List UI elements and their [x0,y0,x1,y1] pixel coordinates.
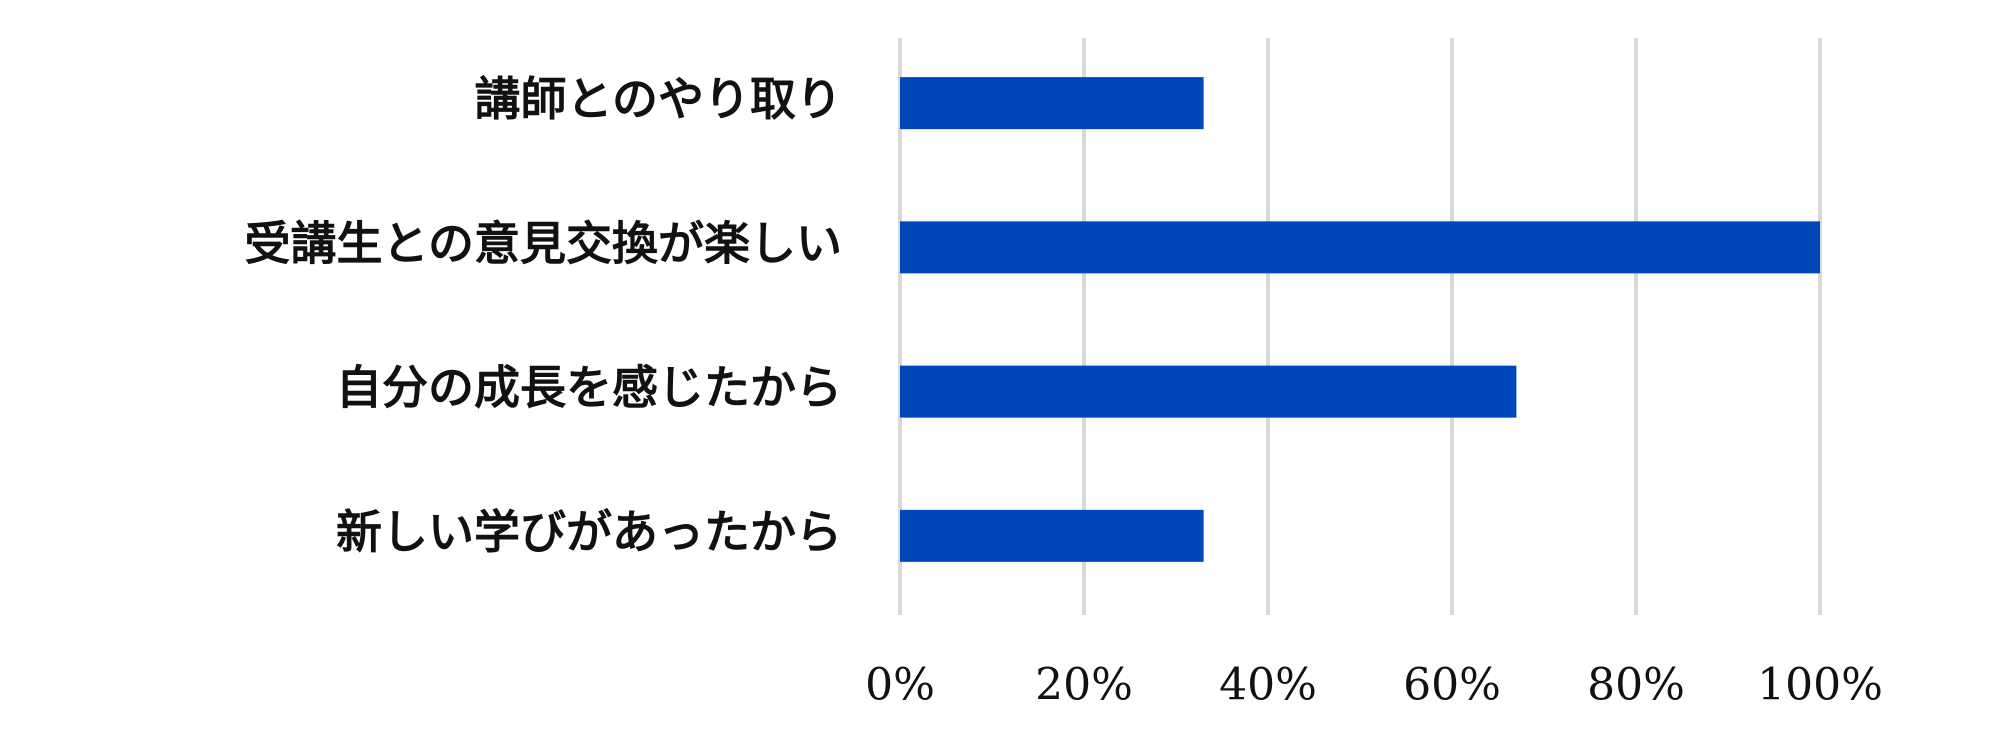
x-tick-label: 0% [865,660,935,711]
bar [900,221,1820,274]
y-tick-label: 新しい学びがあったから [336,505,842,559]
y-tick-label: 講師とのやり取り [474,72,842,126]
x-tick-label: 60% [1403,660,1501,711]
x-tick-label: 100% [1757,660,1883,711]
bar [900,509,1204,562]
y-tick-label: 自分の成長を感じたから [336,361,842,415]
bar [900,77,1204,130]
x-tick-label: 40% [1219,660,1317,711]
bar [900,365,1517,418]
x-tick-label: 80% [1587,660,1685,711]
x-tick-label: 20% [1035,660,1133,711]
y-tick-label: 受講生との意見交換が楽しい [244,216,842,270]
